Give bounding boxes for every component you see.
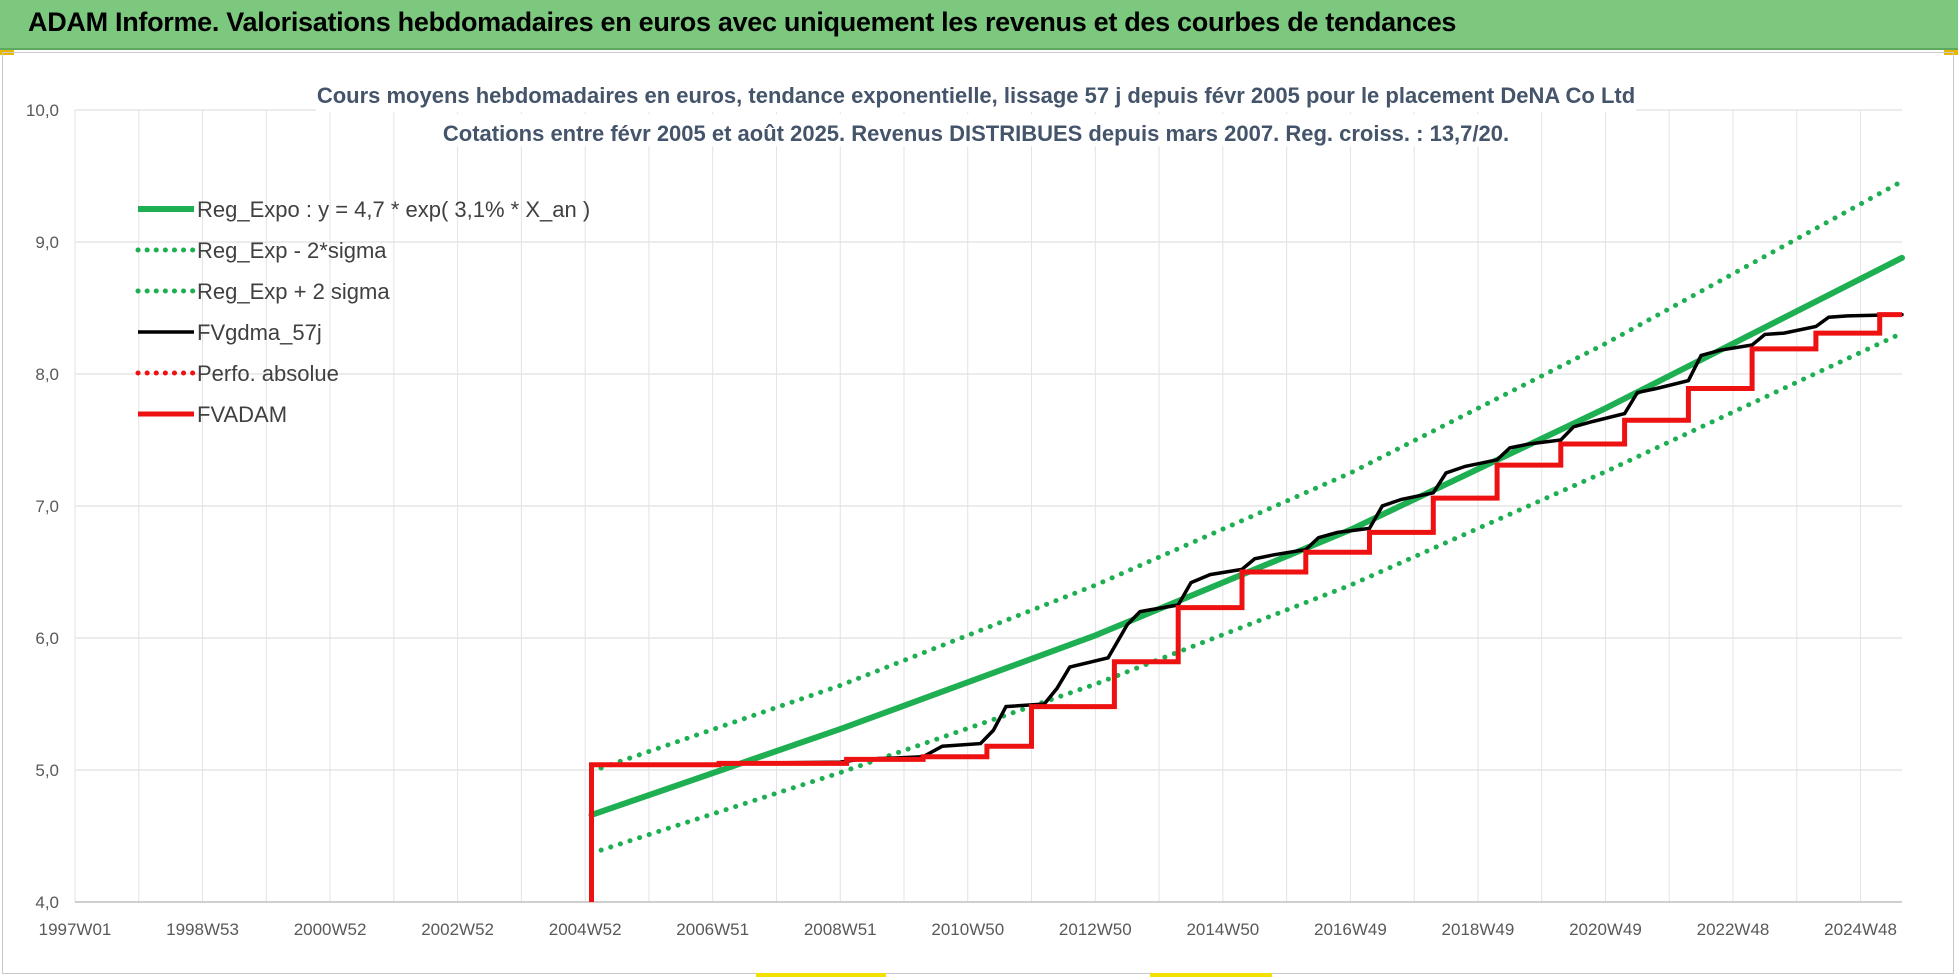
legend: Reg_Expo : y = 4,7 * exp( 3,1% * X_an ) R… xyxy=(135,197,590,427)
chart-title-line2: Cotations entre févr 2005 et août 2025. … xyxy=(443,121,1509,146)
series-line-0 xyxy=(588,254,1905,818)
y-tick-label: 10,0 xyxy=(26,101,59,120)
legend-label-2: Reg_Exp + 2 sigma xyxy=(197,279,390,304)
y-tick-label: 7,0 xyxy=(35,497,59,516)
x-tick-label: 2022W48 xyxy=(1697,920,1770,939)
legend-label-3: FVgdma_57j xyxy=(197,320,322,345)
series-line-1 xyxy=(589,330,1905,856)
x-tick-label: 2002W52 xyxy=(421,920,494,939)
x-tick-label: 2008W51 xyxy=(804,920,877,939)
y-tick-label: 8,0 xyxy=(35,365,59,384)
x-tick-label: 2014W50 xyxy=(1186,920,1259,939)
y-tick-label: 4,0 xyxy=(35,893,59,912)
y-tick-label: 5,0 xyxy=(35,761,59,780)
title-banner: ADAM Informe. Valorisations hebdomadaire… xyxy=(0,0,1958,50)
x-tick-label: 2010W50 xyxy=(931,920,1004,939)
chart-title-group: Cours moyens hebdomadaires en euros, ten… xyxy=(316,80,1636,146)
series-line-2 xyxy=(589,178,1905,774)
y-tick-label: 6,0 xyxy=(35,629,59,648)
x-axis-ticks: 1997W01 1998W53 2000W52 2002W52 2004W52 2006W… xyxy=(39,920,1897,939)
x-tick-label: 1998W53 xyxy=(166,920,239,939)
x-tick-label: 2024W48 xyxy=(1824,920,1897,939)
chart-title-line1: Cours moyens hebdomadaires en euros, ten… xyxy=(317,83,1635,108)
series-line-5 xyxy=(589,312,1902,902)
y-axis-ticks: 4,0 5,0 6,0 7,0 8,0 9,0 10,0 xyxy=(26,101,59,912)
legend-label-0: Reg_Expo : y = 4,7 * exp( 3,1% * X_an ) xyxy=(197,197,590,222)
grid-lines xyxy=(74,109,1902,903)
report-title: ADAM Informe. Valorisations hebdomadaire… xyxy=(28,7,1457,37)
legend-label-5: FVADAM xyxy=(197,402,287,427)
bottom-strip-right xyxy=(1150,973,1272,977)
x-tick-label: 2000W52 xyxy=(294,920,367,939)
series-line-3 xyxy=(589,312,1904,767)
title-bg-2 xyxy=(440,114,1520,146)
x-tick-label: 1997W01 xyxy=(39,920,112,939)
x-tick-label: 2020W49 xyxy=(1569,920,1642,939)
x-tick-label: 2006W51 xyxy=(676,920,749,939)
legend-label-4: Perfo. absolue xyxy=(197,361,339,386)
x-tick-label: 2016W49 xyxy=(1314,920,1387,939)
chart-frame xyxy=(2,52,1954,974)
x-tick-label: 2004W52 xyxy=(549,920,622,939)
x-tick-label: 2018W49 xyxy=(1442,920,1515,939)
bottom-strip-left xyxy=(756,973,886,977)
title-bg-1 xyxy=(316,80,1636,112)
x-tick-label: 2012W50 xyxy=(1059,920,1132,939)
series-lines xyxy=(588,178,1905,902)
y-tick-label: 9,0 xyxy=(35,233,59,252)
legend-label-1: Reg_Exp - 2*sigma xyxy=(197,238,387,263)
